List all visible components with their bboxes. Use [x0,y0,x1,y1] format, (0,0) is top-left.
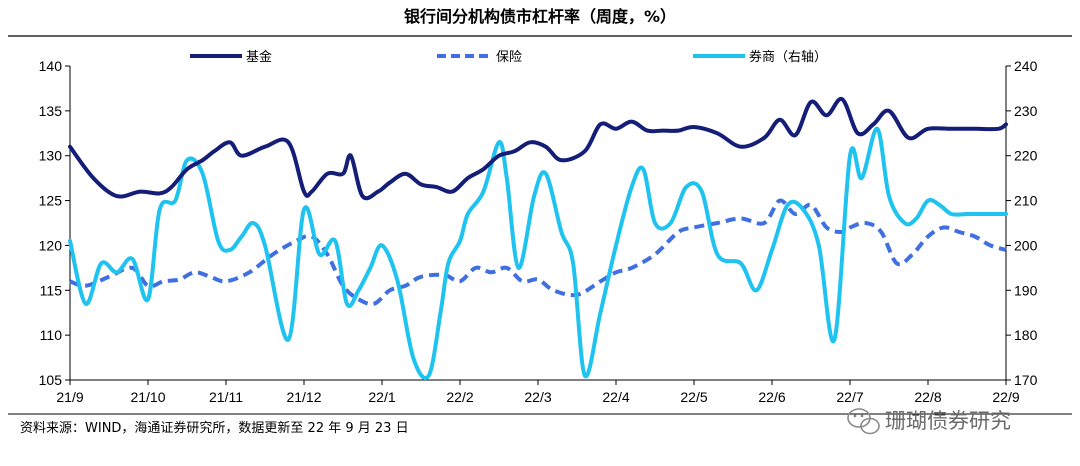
right-axis-ticks: 170 180 190 200 210 220 230 240 [1006,58,1038,388]
series-line-funds [68,97,1008,201]
x-tick-label: 22/4 [602,389,629,405]
watermark-text: 珊瑚债券研究 [885,409,1011,433]
left-tick-label: 105 [39,372,63,388]
right-tick-label: 180 [1014,327,1038,343]
series-line-insurance [69,198,1007,307]
watermark: 珊瑚债券研究 [847,408,1011,435]
x-tick-label: 21/11 [209,389,243,405]
x-axis-ticks: 21/9 21/10 21/11 21/12 22/1 22/2 22/3 22/4 22/5 2… [56,380,1020,405]
right-tick-label: 200 [1014,237,1038,253]
right-tick-label: 210 [1014,193,1038,209]
x-tick-label: 22/2 [446,389,473,405]
x-tick-label: 22/5 [680,389,707,405]
x-tick-label: 22/9 [992,389,1019,405]
left-axis-ticks: 105 110 115 120 125 130 135 140 [39,58,70,388]
chart-legend: 基金 保险 券商（右轴） [190,49,827,65]
wechat-icon [847,408,880,435]
x-tick-label: 22/8 [914,389,941,405]
left-tick-label: 140 [39,58,63,74]
legend-label-insurance: 保险 [496,50,522,65]
right-tick-label: 220 [1014,148,1038,164]
left-tick-label: 125 [39,193,63,209]
legend-label-brokers: 券商（右轴） [749,49,827,65]
left-tick-label: 130 [39,148,63,164]
left-tick-label: 115 [40,282,63,298]
series-layer [68,97,1008,381]
x-tick-label: 21/10 [130,389,165,405]
right-tick-label: 190 [1014,282,1038,298]
chart-title: 银行间分机构债市杠杆率（周度，%） [404,7,676,26]
left-tick-label: 135 [39,103,63,119]
right-tick-label: 170 [1014,372,1038,388]
right-tick-label: 230 [1014,103,1038,119]
x-tick-label: 22/1 [368,389,395,405]
x-tick-label: 21/12 [286,389,321,405]
x-tick-label: 22/7 [836,389,863,405]
source-note: 资料来源：WIND，海通证券研究所，数据更新至 22 年 9 月 23 日 [20,420,409,436]
x-tick-label: 22/3 [524,389,551,405]
x-tick-label: 22/6 [758,389,785,405]
series-line-brokers [68,126,1008,381]
legend-label-funds: 基金 [246,49,272,65]
right-tick-label: 240 [1014,58,1038,74]
x-tick-label: 21/9 [56,389,83,405]
left-tick-label: 120 [39,237,63,253]
left-tick-label: 110 [40,327,63,343]
